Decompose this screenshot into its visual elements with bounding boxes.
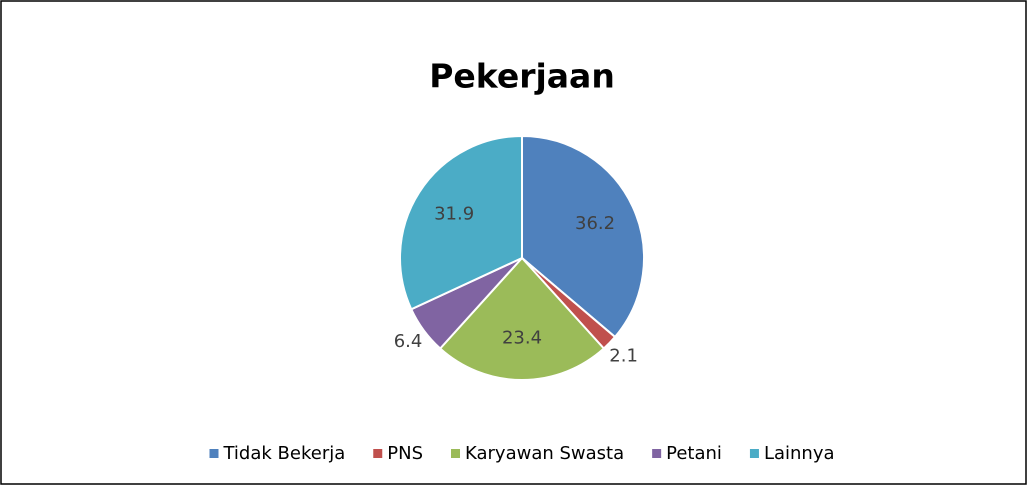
pie-slice <box>399 134 523 311</box>
data-label: 36.2 <box>575 213 615 234</box>
legend-swatch <box>652 449 662 458</box>
legend-label: Tidak Bekerja <box>222 443 345 464</box>
data-label: 23.4 <box>502 328 542 349</box>
pie-slice <box>521 134 645 339</box>
chart-title: Pekerjaan <box>429 57 615 96</box>
legend-swatch <box>451 449 461 458</box>
legend: Tidak Bekerja PNS Karyawan Swasta Petani Lai… <box>209 443 835 464</box>
legend-swatch <box>373 449 383 458</box>
legend-swatch <box>749 449 759 458</box>
legend-label: PNS <box>387 443 423 464</box>
data-label: 2.1 <box>609 345 638 366</box>
pie-slice <box>438 256 606 381</box>
data-label: 31.9 <box>434 204 474 225</box>
data-label: 6.4 <box>394 331 423 352</box>
legend-swatch <box>209 449 219 458</box>
legend-label: Petani <box>666 443 722 464</box>
legend-label: Lainnya <box>764 443 835 464</box>
legend-label: Karyawan Swasta <box>465 443 624 464</box>
